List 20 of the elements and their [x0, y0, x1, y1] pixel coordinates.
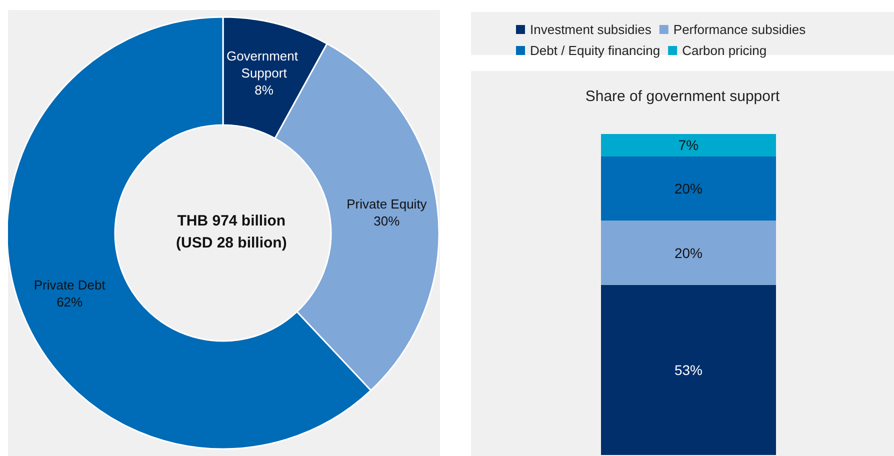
data-label: 30%: [374, 213, 400, 228]
slice-label: Government Support: [226, 48, 302, 81]
text: THB 974 billion (USD 28 billion): [176, 212, 287, 252]
slice-label: Private Debt: [34, 278, 106, 293]
legend-label: Investment subsidies: [530, 22, 652, 37]
bar: [601, 134, 776, 156]
data-label: 20%: [674, 244, 703, 261]
legend-label: Debt / Equity financing: [530, 43, 660, 58]
data-label: 8%: [254, 82, 274, 98]
data-label: 53%: [674, 362, 703, 378]
bar: [601, 156, 776, 221]
legend-label: Carbon pricing: [682, 43, 767, 58]
legend-label: Performance subsidies: [673, 22, 806, 37]
bar: [601, 220, 776, 285]
bar: [601, 284, 776, 455]
data-label: 62%: [56, 294, 84, 310]
chart-title: Share of government support: [585, 88, 780, 105]
data-label: 20%: [674, 180, 703, 197]
data-label: 7%: [678, 137, 699, 154]
slice-label: Private Equity: [346, 196, 428, 212]
